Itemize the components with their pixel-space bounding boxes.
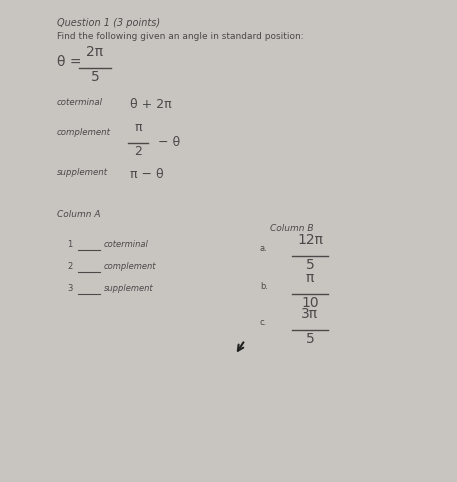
Text: Question 1 (3 points): Question 1 (3 points) (57, 18, 160, 28)
Text: 2: 2 (67, 262, 72, 271)
Text: c.: c. (260, 318, 267, 327)
Text: coterminal: coterminal (104, 240, 149, 249)
Text: 3π: 3π (302, 307, 319, 321)
Text: π − θ: π − θ (130, 168, 164, 181)
Text: supplement: supplement (104, 284, 154, 293)
Text: 12π: 12π (297, 233, 323, 247)
Text: π: π (306, 271, 314, 285)
Text: b.: b. (260, 282, 268, 291)
Text: 5: 5 (90, 70, 99, 84)
Text: supplement: supplement (57, 168, 108, 177)
Text: complement: complement (57, 128, 111, 137)
Text: 3: 3 (67, 284, 72, 293)
Text: 2: 2 (134, 145, 142, 158)
Text: Column A: Column A (57, 210, 101, 219)
Text: a.: a. (260, 244, 268, 253)
Text: 5: 5 (306, 332, 314, 346)
Text: Find the following given an angle in standard position:: Find the following given an angle in sta… (57, 32, 303, 41)
Text: Column B: Column B (270, 224, 314, 233)
Text: 5: 5 (306, 258, 314, 272)
Text: θ + 2π: θ + 2π (130, 98, 172, 111)
Text: 1: 1 (67, 240, 72, 249)
Text: 10: 10 (301, 296, 319, 310)
Text: coterminal: coterminal (57, 98, 103, 107)
Text: θ =: θ = (57, 55, 81, 69)
Text: − θ: − θ (158, 136, 180, 149)
Text: 2π: 2π (86, 45, 104, 59)
Text: π: π (134, 121, 142, 134)
Text: complement: complement (104, 262, 156, 271)
